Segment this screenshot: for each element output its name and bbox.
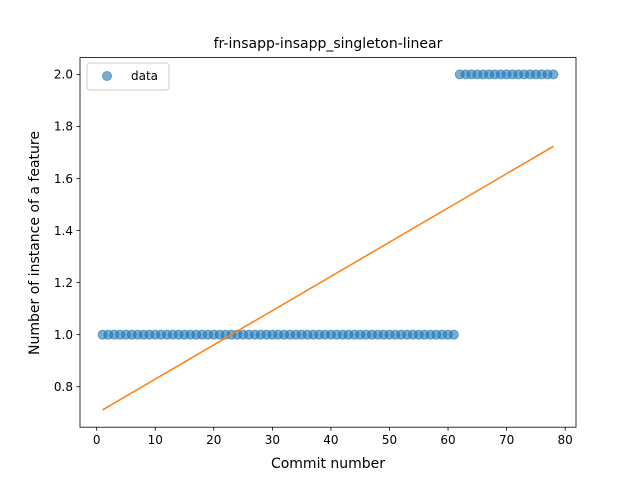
plot-background (80, 57, 576, 428)
legend-label-data: data (131, 69, 158, 83)
y-tick-label: 1.4 (54, 224, 73, 238)
plot-area (80, 57, 576, 428)
x-axis-ticks: 0 10 20 30 40 50 60 70 80 (93, 427, 573, 447)
axes-frame (79, 57, 577, 428)
legend: data (86, 62, 170, 91)
x-tick-label: 20 (206, 433, 221, 447)
x-tick-label: 30 (265, 433, 280, 447)
x-tick-label: 0 (93, 433, 101, 447)
x-tick-label: 40 (323, 433, 338, 447)
data-point (548, 69, 559, 80)
y-tick-label: 0.8 (54, 380, 73, 394)
y-tick-label: 2.0 (54, 68, 73, 82)
legend-frame (86, 62, 170, 91)
x-tick-label: 50 (382, 433, 397, 447)
chart-title: fr-insapp-insapp_singleton-linear (214, 36, 443, 52)
y-tick-label: 1.8 (54, 120, 73, 134)
y-axis-ticks: 0.8 1.0 1.2 1.4 1.6 1.8 2.0 (54, 68, 80, 394)
data-point (448, 329, 459, 340)
x-axis-label: Commit number (271, 456, 385, 472)
y-tick-label: 1.6 (54, 172, 73, 186)
y-tick-label: 1.2 (54, 276, 73, 290)
x-tick-label: 10 (148, 433, 163, 447)
legend-marker-data (102, 71, 112, 81)
y-axis-label: Number of instance of a feature (27, 131, 43, 355)
y-tick-label: 1.0 (54, 328, 73, 342)
series-layer (79, 57, 577, 428)
fit-line (102, 145, 554, 411)
x-tick-label: 80 (558, 433, 573, 447)
x-tick-label: 60 (440, 433, 455, 447)
x-tick-label: 70 (499, 433, 514, 447)
